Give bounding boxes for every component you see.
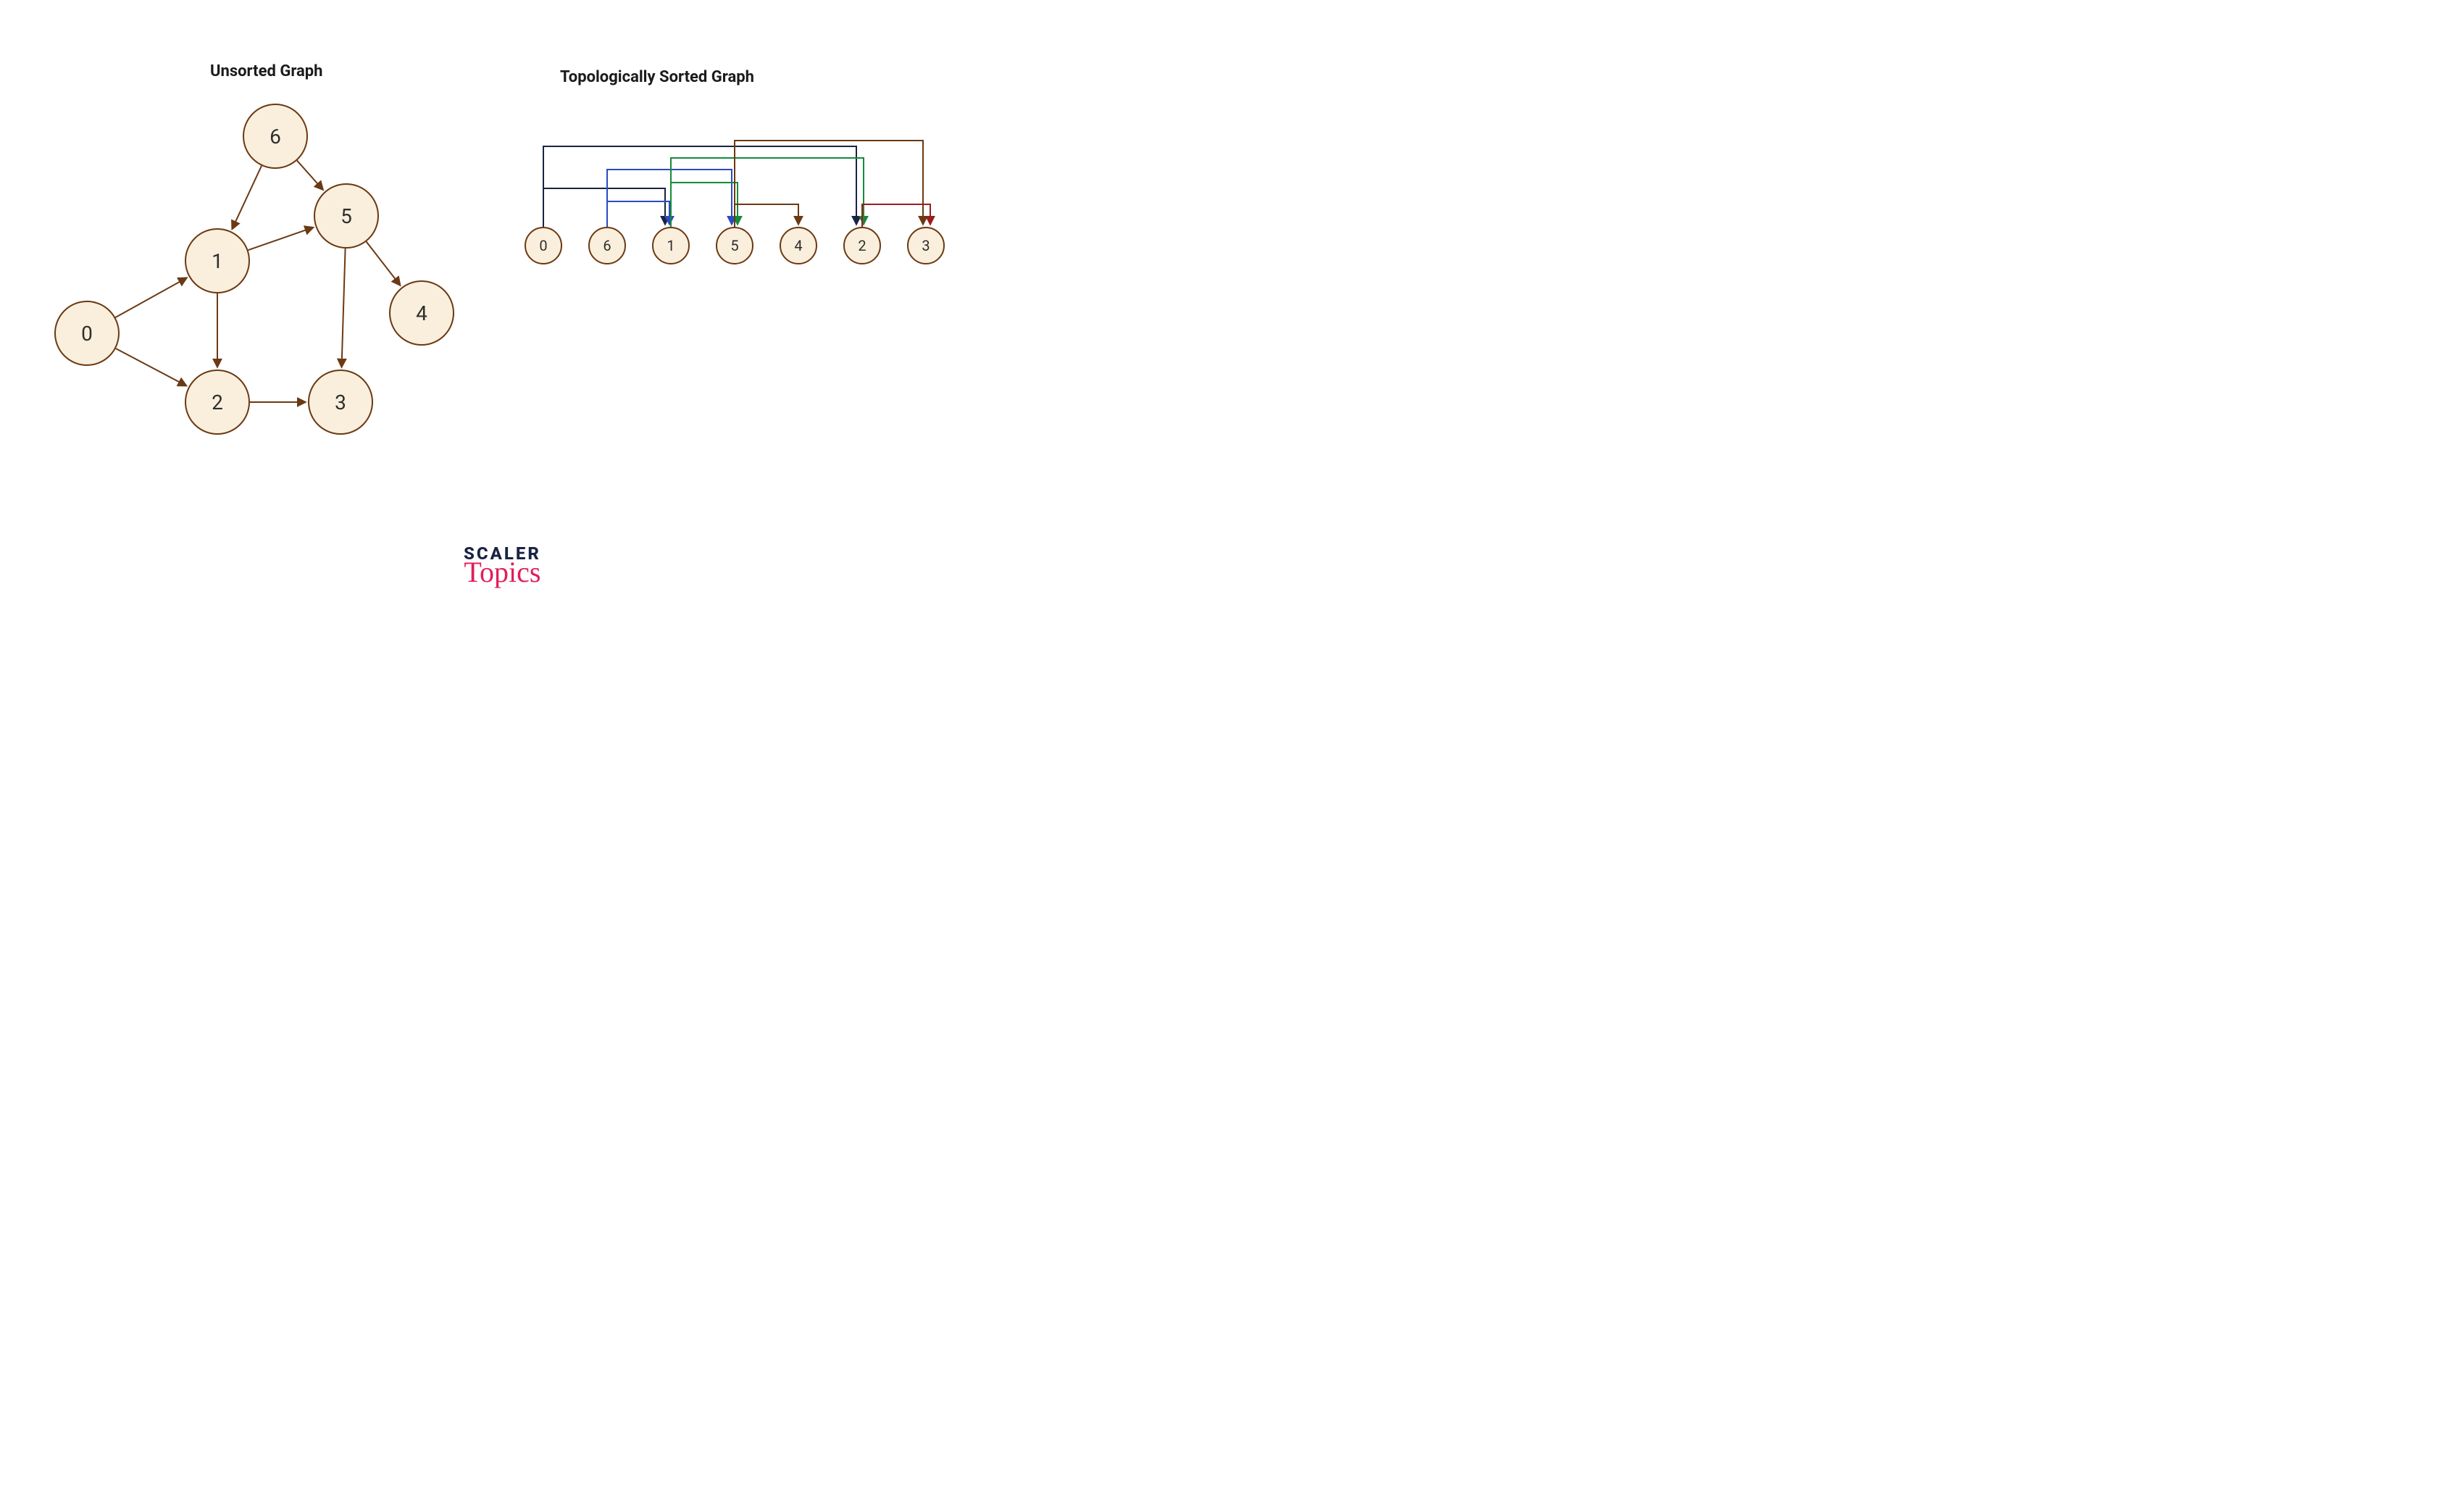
edge-5-3 — [342, 249, 346, 367]
sorted-node-2: 2 — [843, 227, 881, 264]
edge-6-1 — [233, 166, 262, 229]
sorted-node-3: 3 — [907, 227, 945, 264]
sorted-edge-0-1 — [543, 188, 665, 227]
sorted-edge-1-2 — [671, 158, 864, 227]
title-sorted: Topologically Sorted Graph — [560, 68, 754, 86]
graph-node-5: 5 — [314, 183, 379, 249]
edge-6-5 — [297, 161, 322, 190]
scaler-topics-logo: SCALER Topics — [464, 543, 541, 589]
sorted-edge-6-1 — [607, 201, 669, 227]
sorted-edge-2-3 — [862, 204, 930, 227]
sorted-node-0: 0 — [525, 227, 562, 264]
graph-node-4: 4 — [389, 280, 454, 346]
sorted-node-1: 1 — [652, 227, 690, 264]
graph-node-2: 2 — [185, 370, 250, 435]
sorted-edge-5-4 — [735, 204, 798, 227]
edge-5-4 — [367, 242, 400, 285]
sorted-edge-5-3 — [735, 141, 923, 227]
edge-0-2 — [116, 348, 186, 385]
graph-node-0: 0 — [54, 301, 120, 366]
sorted-node-5: 5 — [716, 227, 753, 264]
edge-1-5 — [248, 227, 312, 250]
logo-line2: Topics — [464, 555, 541, 589]
sorted-edge-1-5 — [671, 183, 738, 227]
sorted-node-4: 4 — [780, 227, 817, 264]
sorted-edge-0-2 — [543, 146, 856, 227]
graph-node-6: 6 — [243, 104, 308, 169]
graph-node-1: 1 — [185, 228, 250, 293]
diagram-canvas: Unsorted Graph Topologically Sorted Grap… — [0, 0, 1072, 656]
title-unsorted: Unsorted Graph — [210, 62, 323, 80]
graph-node-3: 3 — [308, 370, 373, 435]
sorted-edge-6-5 — [607, 170, 732, 227]
edge-0-1 — [115, 278, 186, 317]
sorted-node-6: 6 — [588, 227, 626, 264]
